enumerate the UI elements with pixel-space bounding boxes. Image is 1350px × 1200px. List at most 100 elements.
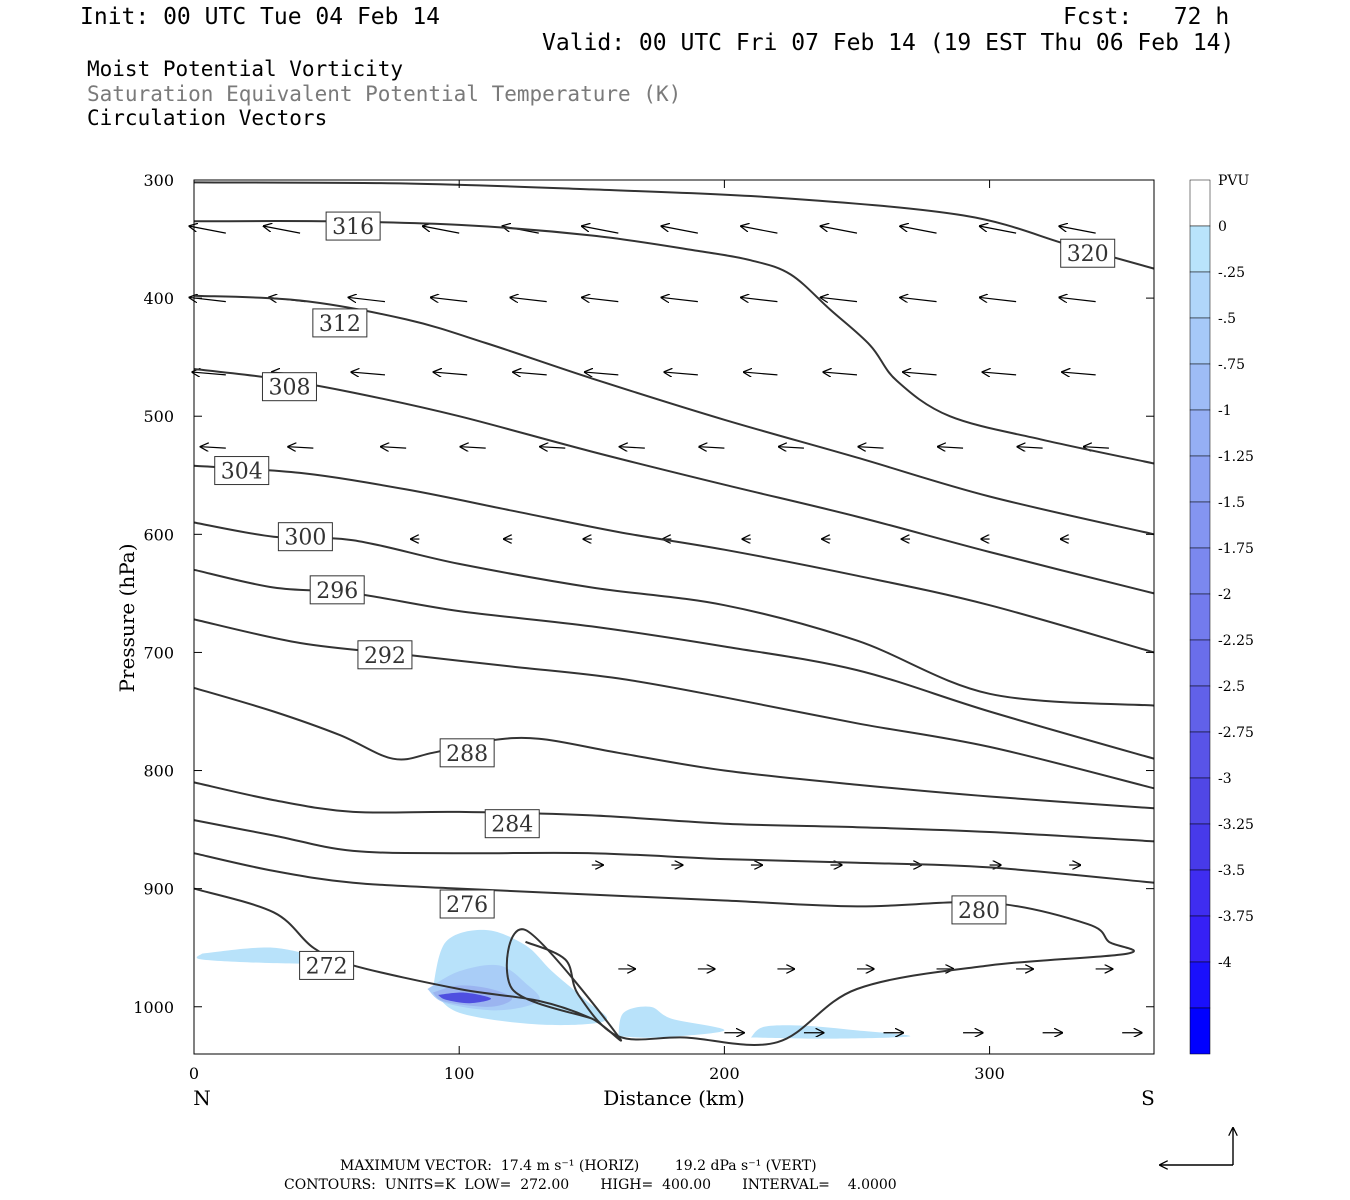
x-tick-label: 200 [709,1064,740,1083]
vector-arrow [513,372,547,375]
vector-arrow [349,297,386,301]
colorbar-swatch [1189,685,1211,733]
vector-arrow [582,226,619,234]
y-tick-label: 400 [143,289,174,308]
colorbar-swatch [1189,547,1211,595]
colorbar-swatch [1189,501,1211,549]
vector-arrow [821,297,858,301]
vector-arrow [980,297,1017,301]
isentrope-label-box [484,809,540,839]
isentrope-label: 280 [958,899,1000,924]
reference-vector [1160,1128,1233,1165]
vector-arrow [582,297,619,301]
colorbar-swatch [1189,593,1211,641]
colorbar-tick-label: -2.75 [1218,725,1254,741]
vector-arrow [858,447,884,448]
vector-arrow [264,226,301,234]
isentrope-label: 300 [284,526,326,551]
isentrope-label: 320 [1067,242,1109,267]
y-tick-label: 300 [143,171,174,190]
y-tick-label: 900 [143,880,174,899]
colorbar-tick-label: -1 [1218,403,1232,419]
vector-arrow [1084,447,1109,448]
vector-arrow [900,297,937,301]
mpv-region [196,947,327,964]
isentrope-308 [193,368,1155,595]
colorbar-tick-label: -4 [1218,955,1232,971]
isentrope-288 [193,686,1155,810]
isentrope-label: 284 [491,813,533,838]
vector-arrow [982,372,1017,375]
isentrope-316 [193,220,1155,465]
mpv-region [438,992,492,1004]
max-vector-note: MAXIMUM VECTOR: 17.4 m s⁻¹ (HORIZ) 19.2 … [340,1158,817,1174]
colorbar-tick-label: -2.5 [1218,679,1245,695]
isentrope-label: 312 [319,312,361,337]
x-tick-label: 0 [189,1064,199,1083]
colorbar-swatch [1189,961,1211,1009]
colorbar-swatch [1189,225,1211,273]
isentrope-label-box [439,889,495,919]
vector-arrow [434,372,468,375]
vector-arrow [823,372,858,375]
isentrope-292 [193,618,1155,790]
vector-arrow [661,297,698,301]
valid-time: Valid: 00 UTC Fri 07 Feb 14 (19 EST Thu … [542,30,1235,56]
y-tick-label: 700 [143,643,174,662]
vector-arrow [664,372,698,375]
isentrope-labels: 316 320 312 308 304 300 296 292 288 284 280 276 272 [214,211,1116,980]
init-time: Init: 00 UTC Tue 04 Feb 14 [80,4,441,30]
mpv-region [618,1006,725,1038]
y-tick-label: 800 [143,762,174,781]
isentrope-label-box [1060,238,1116,268]
isentrope-276 [193,852,1135,1046]
colorbar-tick-label: -.25 [1218,265,1245,281]
forecast-hour: Fcst: 72 h [1063,4,1230,30]
vector-arrow [510,297,547,301]
colorbar-tick-label: -3.25 [1218,817,1254,833]
colorbar-swatch [1189,317,1211,365]
vector-arrow [779,447,804,448]
colorbar-tick-label: -3.5 [1218,863,1245,879]
colorbar-tick-label: -2 [1218,587,1232,603]
isentrope-304 [193,464,1155,654]
isentrope-label-box [299,950,355,980]
colorbar-swatch [1189,639,1211,687]
isentrope-label-box [357,640,413,670]
vector-arrow [381,447,407,448]
colorbar-tick-label: -1.25 [1218,449,1254,465]
colorbar-swatch [1189,1007,1211,1055]
vector-arrow [351,372,385,375]
colorbar-swatch [1189,823,1211,871]
colorbar-swatch [1189,455,1211,503]
isentrope-label-box [277,522,333,552]
colorbar-tick-label: -2.25 [1218,633,1254,649]
vector-arrow [900,226,937,234]
y-tick-label: 1000 [133,998,174,1017]
field-vectors-title: Circulation Vectors [87,106,328,130]
vector-arrow [821,226,858,234]
colorbar-tick-label: -3.75 [1218,909,1254,925]
vector-arrow [192,372,226,375]
y-tick-label: 600 [143,525,174,544]
isentrope-label-box [261,372,317,402]
vector-arrow [741,297,778,301]
vector-arrow [620,447,645,448]
isentrope-320 [193,181,1155,270]
x-end-label-south: S [1141,1086,1155,1110]
colorbar-tick-label: 0 [1218,219,1227,235]
vector-arrow [938,447,964,448]
vector-arrow [1059,297,1096,301]
colorbar-swatch [1189,731,1211,779]
colorbar-tick-label: -.75 [1218,357,1245,373]
isentrope-300 [193,521,1155,707]
mpv-shading [196,929,911,1039]
isentrope-label: 308 [268,376,310,401]
isentrope-label: 272 [306,954,348,979]
isentrope-label: 296 [316,579,358,604]
isentrope-label-box [439,738,495,768]
colorbar-swatch [1189,363,1211,411]
colorbar-tick-label: -1.75 [1218,541,1254,557]
plot-frame [193,179,1155,1055]
